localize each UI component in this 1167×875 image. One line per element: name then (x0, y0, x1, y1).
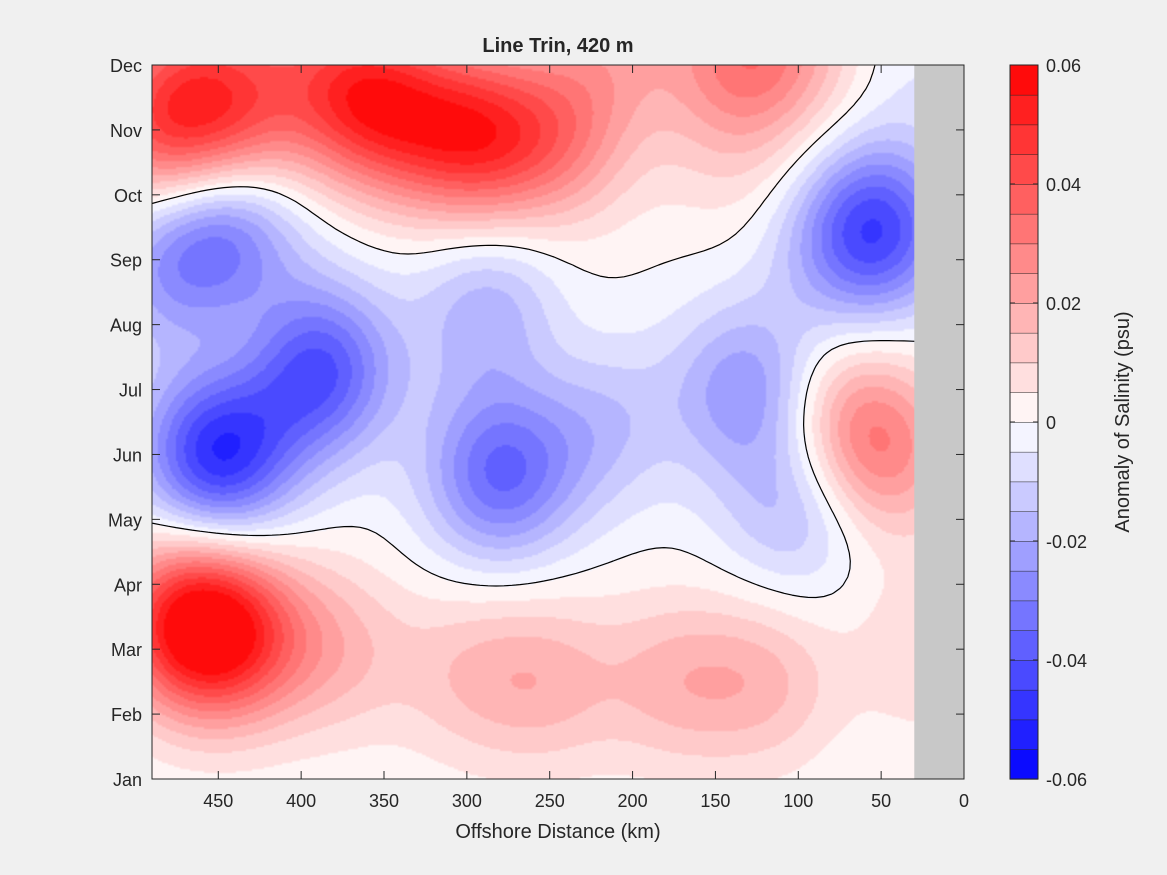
no-data-region (914, 65, 964, 779)
colorbar-band (1009, 749, 1039, 780)
salinity-anomaly-field (152, 65, 964, 779)
x-axis-label: Offshore Distance (km) (455, 821, 660, 843)
y-tick-label: Jul (119, 381, 142, 401)
colorbar-band (1009, 302, 1039, 334)
colorbar-band (1009, 600, 1039, 631)
x-tick-label: 100 (783, 791, 813, 811)
zero-contour-line (151, 64, 953, 599)
colorbar-tick-label: -0.04 (1046, 651, 1087, 671)
colorbar-label: Anomaly of Salinity (psu) (1112, 311, 1134, 532)
colorbar-band (1009, 421, 1039, 453)
colorbar-tick-label: -0.02 (1046, 532, 1087, 552)
colorbar-band (1009, 659, 1039, 691)
x-tick-label: 450 (203, 791, 233, 811)
x-tick-label: 250 (535, 791, 565, 811)
colorbar-tick-label: -0.06 (1046, 770, 1087, 790)
x-tick-label: 400 (286, 791, 316, 811)
colorbar-band (1009, 689, 1039, 721)
colorbar: 0.06 0.04 0.02 0 -0.02 -0.04 -0.06 Anomaly of … (1009, 56, 1134, 790)
x-tick-label: 50 (871, 791, 891, 811)
colorbar-band (1009, 243, 1039, 274)
colorbar-band (1009, 64, 1039, 96)
colorbar-bands (1009, 64, 1039, 780)
y-axis: Jan Feb Mar Apr May Jun Jul Aug Sep Oct Nov Dec (108, 56, 964, 790)
x-tick-label: 0 (959, 791, 969, 811)
colorbar-band (1009, 332, 1039, 364)
y-tick-label: Oct (114, 186, 142, 206)
y-tick-label: Jun (113, 445, 142, 465)
colorbar-tick-label: 0.02 (1046, 294, 1081, 314)
colorbar-band (1009, 481, 1039, 512)
colorbar-band (1009, 540, 1039, 572)
y-tick-label: Apr (114, 575, 142, 595)
colorbar-tick-label: 0.04 (1046, 175, 1081, 195)
axes-box (151, 64, 965, 780)
colorbar-band (1009, 511, 1039, 542)
colorbar-ticks: 0.06 0.04 0.02 0 -0.02 -0.04 -0.06 (1010, 56, 1087, 790)
colorbar-band (1009, 392, 1039, 423)
colorbar-band (1009, 570, 1039, 602)
colorbar-band (1009, 362, 1039, 393)
x-tick-label: 300 (452, 791, 482, 811)
colorbar-band (1009, 273, 1039, 304)
colorbar-band (1009, 630, 1039, 661)
y-tick-label: Aug (110, 316, 142, 336)
x-tick-label: 350 (369, 791, 399, 811)
colorbar-tick-label: 0.06 (1046, 56, 1081, 76)
colorbar-band (1009, 124, 1039, 155)
x-tick-label: 150 (700, 791, 730, 811)
colorbar-tick-label: 0 (1046, 413, 1056, 433)
y-tick-label: Jan (113, 770, 142, 790)
colorbar-band (1009, 183, 1039, 215)
y-tick-label: Mar (111, 640, 142, 660)
y-tick-label: Sep (110, 251, 142, 271)
colorbar-band (1009, 213, 1039, 245)
colorbar-band (1009, 451, 1039, 483)
plot-area (151, 64, 965, 780)
y-tick-label: Nov (110, 121, 142, 141)
y-tick-label: Feb (111, 705, 142, 725)
chart-title: Line Trin, 420 m (482, 35, 633, 57)
colorbar-band (1009, 154, 1039, 185)
zero-contour (151, 64, 953, 599)
colorbar-band (1009, 719, 1039, 750)
colorbar-band (1009, 94, 1039, 126)
y-tick-label: May (108, 510, 142, 530)
x-tick-label: 200 (618, 791, 648, 811)
y-tick-label: Dec (110, 56, 142, 76)
x-axis: 450 400 350 300 250 200 150 100 50 0 (203, 65, 969, 811)
